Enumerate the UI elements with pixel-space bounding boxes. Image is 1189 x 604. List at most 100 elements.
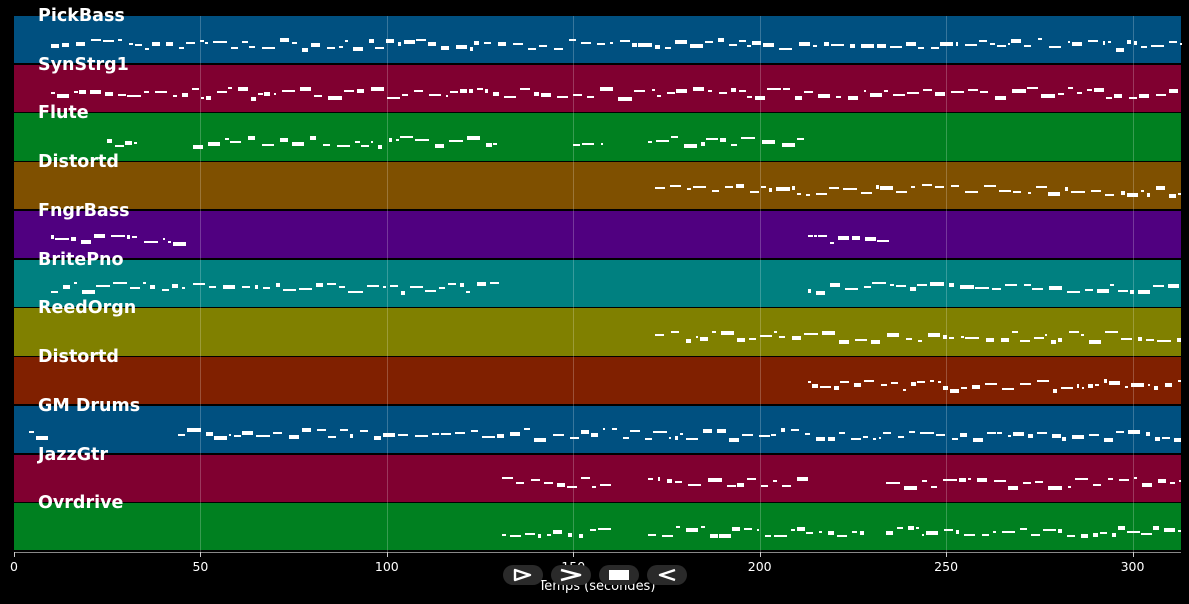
note-mark <box>468 88 473 93</box>
note-mark <box>1137 289 1151 294</box>
note-mark <box>864 237 876 242</box>
note-mark <box>1011 331 1018 334</box>
note-mark <box>348 291 363 294</box>
note-mark <box>483 41 492 44</box>
note-mark <box>601 143 604 146</box>
note-mark <box>960 285 974 290</box>
note-mark <box>737 482 745 487</box>
note-mark <box>931 485 938 488</box>
note-mark <box>1057 93 1064 96</box>
note-mark <box>1035 186 1047 189</box>
note-mark <box>676 526 681 529</box>
note-mark <box>129 42 133 45</box>
track-ovrdrive <box>14 503 1181 551</box>
note-mark <box>708 90 713 93</box>
note-mark <box>863 90 867 93</box>
note-mark <box>999 189 1011 192</box>
note-mark <box>935 433 946 436</box>
note-mark <box>861 192 872 195</box>
note-mark <box>926 531 938 536</box>
note-mark <box>798 42 811 47</box>
note-mark <box>849 44 856 49</box>
note-mark <box>904 486 917 491</box>
note-mark <box>288 435 300 440</box>
track-label: Ovrdrive <box>38 493 124 514</box>
note-mark <box>1140 190 1144 193</box>
note-mark <box>490 282 499 285</box>
note-mark <box>984 383 997 386</box>
note-mark <box>1086 89 1092 92</box>
note-mark <box>589 529 597 532</box>
note-mark <box>302 47 308 52</box>
note-mark <box>1053 388 1058 393</box>
note-mark <box>1119 478 1130 481</box>
note-mark <box>1064 186 1069 191</box>
note-mark <box>172 241 186 246</box>
note-mark <box>872 437 877 440</box>
note-mark <box>582 143 595 146</box>
note-mark <box>797 477 809 482</box>
note-mark <box>760 186 767 189</box>
note-mark <box>906 42 916 47</box>
note-mark <box>460 89 467 94</box>
note-mark <box>1067 41 1071 44</box>
note-mark <box>981 533 990 536</box>
note-mark <box>781 143 795 148</box>
note-mark <box>886 333 900 338</box>
note-mark <box>1045 333 1048 336</box>
note-mark <box>1152 285 1165 288</box>
note-mark <box>51 91 55 94</box>
note-mark <box>808 289 812 294</box>
note-mark <box>339 285 346 288</box>
note-mark <box>1169 40 1178 43</box>
note-mark <box>343 89 355 92</box>
note-mark <box>942 478 957 481</box>
note-mark <box>1037 379 1049 382</box>
note-mark <box>247 136 256 141</box>
note-mark <box>665 47 672 50</box>
note-mark <box>230 46 239 49</box>
note-mark <box>1034 480 1044 483</box>
note-mark <box>409 286 424 289</box>
note-mark <box>1068 331 1079 334</box>
rewind-button[interactable] <box>647 565 687 585</box>
note-mark <box>683 143 697 148</box>
note-mark <box>596 42 605 45</box>
note-mark <box>710 533 718 538</box>
note-mark <box>759 435 771 438</box>
note-mark <box>775 187 790 192</box>
note-mark <box>837 236 849 241</box>
note-mark <box>829 186 840 189</box>
note-mark <box>448 139 463 142</box>
note-mark <box>763 43 775 48</box>
note-mark <box>1145 339 1154 342</box>
forward-button[interactable] <box>551 565 591 585</box>
note-mark <box>425 289 436 292</box>
note-mark <box>1090 190 1101 193</box>
x-tick <box>386 552 388 557</box>
track-label: Distortd <box>38 347 119 368</box>
note-mark <box>897 435 904 438</box>
note-mark <box>690 43 704 48</box>
play-button[interactable] <box>503 565 543 585</box>
x-tick <box>1132 552 1134 557</box>
note-mark <box>835 96 842 99</box>
note-mark <box>1165 383 1172 388</box>
note-mark <box>94 233 105 238</box>
note-mark <box>273 92 277 95</box>
note-mark <box>944 528 954 531</box>
note-mark <box>791 186 796 191</box>
note-mark <box>833 386 839 391</box>
note-mark <box>481 435 496 438</box>
note-mark <box>711 331 717 334</box>
note-mark <box>256 435 271 438</box>
note-mark <box>580 42 591 45</box>
note-mark <box>804 91 813 94</box>
note-mark <box>447 282 457 285</box>
note-mark <box>895 191 907 194</box>
note-mark <box>388 137 393 142</box>
note-mark <box>527 47 536 50</box>
stop-button[interactable] <box>599 565 639 585</box>
note-mark <box>573 144 580 147</box>
note-mark <box>884 89 889 92</box>
